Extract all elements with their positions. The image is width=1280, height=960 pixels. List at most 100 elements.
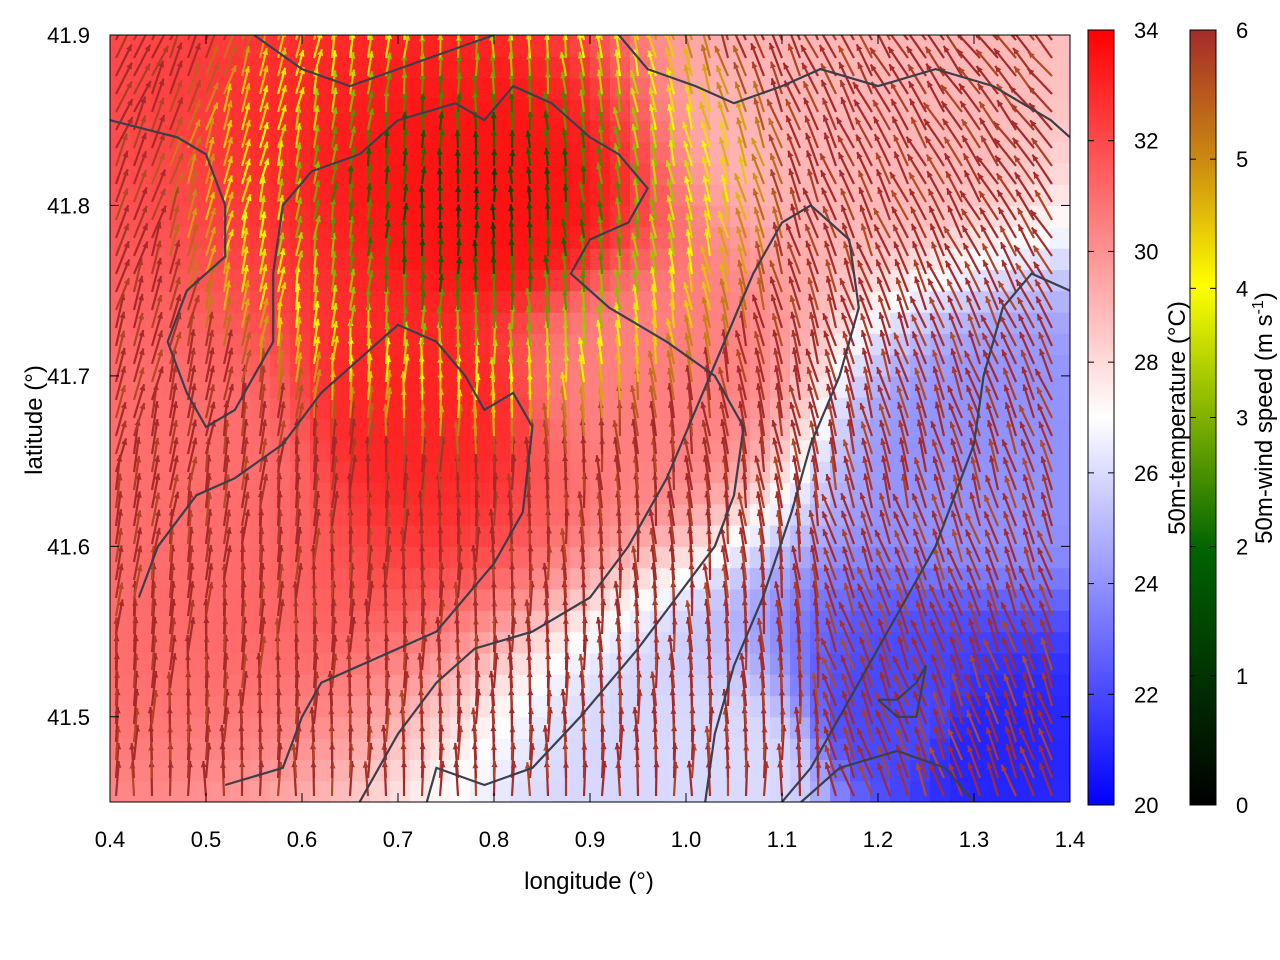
wind-vector-head	[154, 455, 161, 463]
temperature-cell	[1030, 312, 1051, 334]
temperature-cell	[210, 77, 231, 100]
wind-vector-head	[227, 175, 233, 183]
temperature-cell	[1050, 738, 1070, 760]
temperature-cell	[570, 56, 591, 79]
temperature-cell	[470, 120, 491, 143]
wind-vector-head	[245, 175, 252, 183]
wind-vector-head	[175, 294, 182, 302]
wind-vector-head	[749, 8, 755, 15]
wind-vector-head	[348, 216, 355, 223]
wind-vector-head	[230, 65, 237, 73]
temperature-cell	[670, 546, 691, 569]
temperature-cell	[290, 333, 311, 356]
temperature-cell	[330, 759, 351, 782]
wind-vector-head	[297, 250, 304, 258]
wind-vector-head	[194, 63, 201, 70]
temperature-cell	[330, 610, 351, 633]
wind-vector-head	[208, 329, 215, 337]
wind-vector-head	[349, 11, 355, 18]
temperature-cell	[670, 674, 691, 697]
temperature-cell	[710, 162, 731, 185]
temperature-cell	[250, 375, 271, 398]
temperature-cell	[950, 482, 971, 505]
wind-vector-head	[144, 63, 151, 71]
temperature-cell	[490, 120, 511, 143]
wind-vector-head	[176, 25, 182, 32]
wind-vector-head	[244, 298, 251, 306]
temperature-cell	[290, 588, 311, 611]
temperature-cell	[290, 631, 311, 654]
wind-vector-head	[157, 312, 163, 320]
wind-vector-head	[138, 348, 145, 356]
wind-vector-head	[126, 62, 132, 70]
temperature-cell	[110, 716, 131, 739]
wind-vector-head	[209, 365, 215, 373]
wind-vector-head	[296, 216, 303, 223]
temperature-cell	[230, 418, 251, 441]
temperature-cell	[550, 759, 571, 782]
wind-vector-head	[298, 87, 305, 95]
temperature-cell	[510, 695, 531, 718]
temperature-cell	[450, 77, 471, 100]
temperature-cell	[770, 716, 791, 739]
temperature-cell	[550, 269, 571, 292]
wind-vector-head	[315, 351, 322, 359]
wind-vector-head	[731, 8, 737, 15]
temperature-cell	[950, 375, 971, 398]
wind-vector-head	[176, 60, 183, 68]
wind-vector-head	[142, 223, 148, 231]
wind-vector-head	[136, 545, 143, 553]
temperature-cell	[290, 482, 311, 505]
temperature-cell	[170, 674, 191, 697]
temperature-cell	[350, 546, 371, 569]
temperature-cell	[390, 546, 411, 569]
wind-vector-head	[212, 45, 219, 53]
temperature-cell	[910, 780, 931, 802]
wind-vector-head	[209, 153, 216, 161]
temperature-cell	[350, 738, 371, 760]
temperature-cell	[170, 525, 191, 547]
temperature-cell	[510, 567, 531, 590]
temperature-cell	[970, 716, 991, 739]
temperature-cell	[970, 162, 991, 185]
wind-vector-head	[317, 11, 323, 18]
wind-vector-head	[280, 104, 287, 112]
wind-vector-head	[119, 311, 126, 319]
wind-vector-head	[315, 215, 321, 223]
temperature-cell	[570, 290, 591, 313]
temperature-cell	[510, 35, 531, 57]
wind-vector-head	[120, 385, 127, 393]
temperature-cell	[410, 98, 431, 121]
temperature-cell	[1050, 418, 1070, 441]
temperature-cell	[490, 184, 511, 206]
temperature-cell	[230, 652, 251, 675]
temperature-cell	[530, 248, 551, 270]
wind-vector-head	[296, 197, 303, 205]
temperature-cell	[590, 759, 611, 782]
temperature-cell	[410, 35, 431, 57]
wind-vector-shaft	[258, 35, 267, 59]
temperature-cell	[190, 546, 211, 569]
temperature-cell	[570, 162, 591, 185]
temperature-cell	[510, 525, 531, 547]
wind-vector-head	[191, 170, 198, 178]
temperature-cell	[410, 162, 431, 185]
temperature-cell	[350, 120, 371, 143]
wind-vector-head	[210, 208, 216, 215]
temperature-cell	[950, 162, 971, 185]
temperature-cell	[730, 162, 751, 185]
wind-vector-head	[315, 528, 322, 535]
wind-vector-head	[345, 635, 352, 643]
wind-vector-head	[207, 545, 214, 552]
temperature-cell	[610, 375, 631, 398]
wind-vector-head	[136, 527, 143, 535]
temperature-cell	[290, 674, 311, 697]
temperature-cell	[550, 120, 571, 143]
temperature-cell	[150, 716, 171, 739]
temperature-cell	[110, 184, 131, 206]
temperature-cell	[1030, 56, 1051, 79]
wind-vector-head	[155, 509, 161, 517]
temperature-cell	[310, 141, 331, 164]
temperature-cell	[490, 738, 511, 760]
wind-vector-head	[280, 124, 287, 132]
